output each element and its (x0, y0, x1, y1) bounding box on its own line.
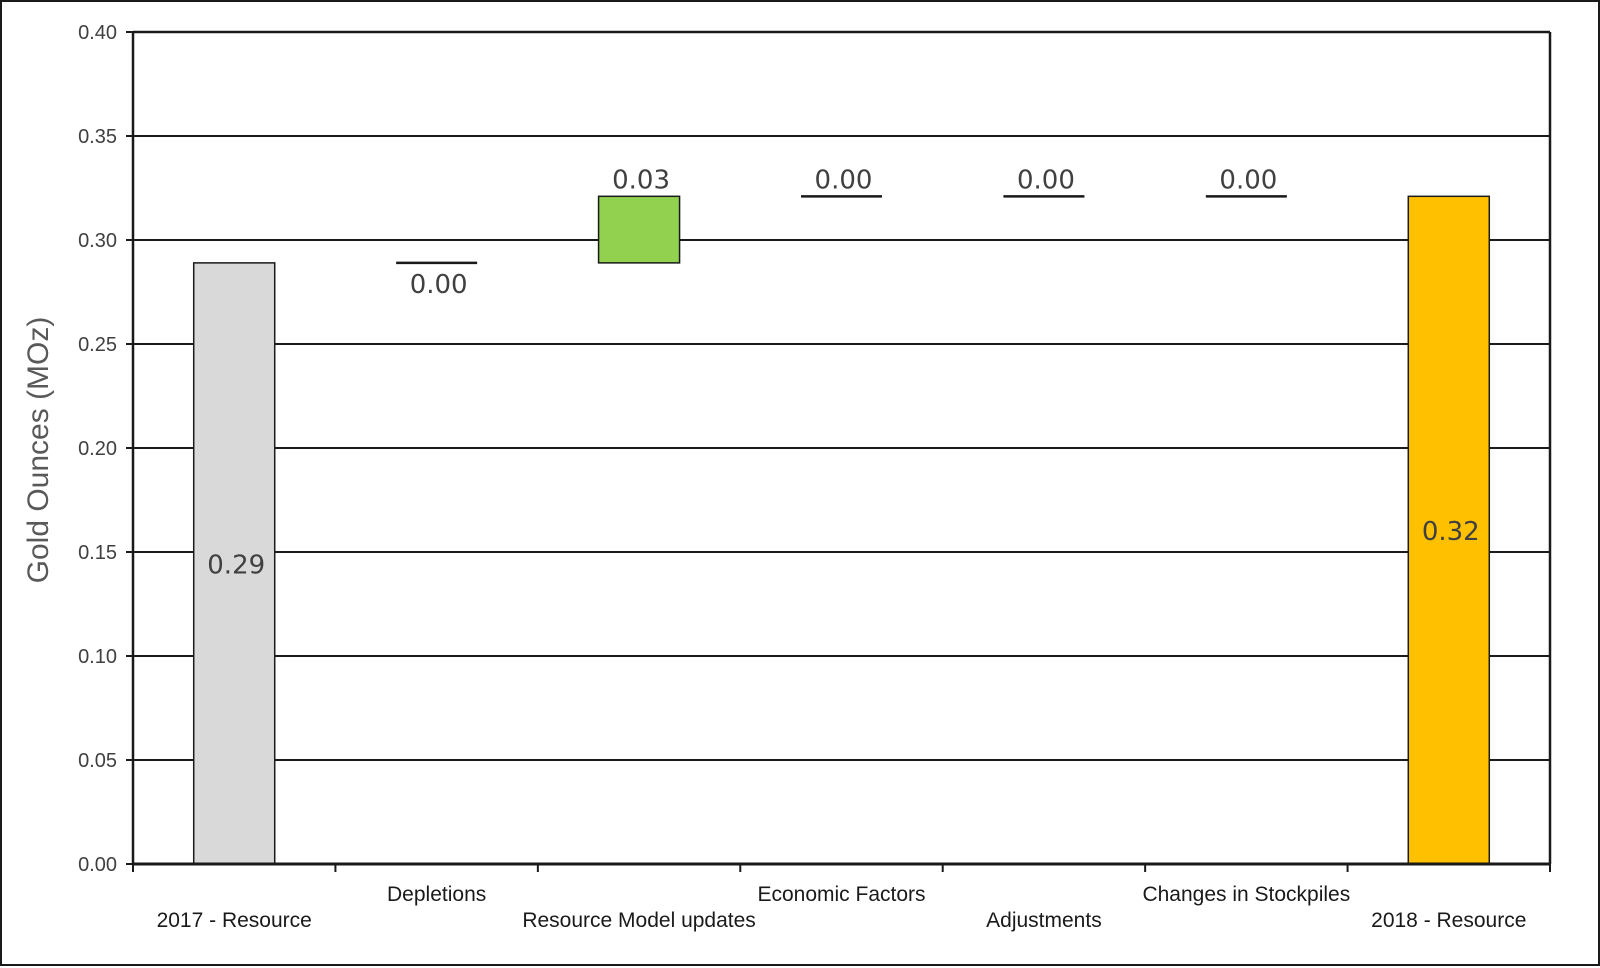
data-label-2: 0.00 (410, 270, 468, 300)
bar-3 (597, 195, 681, 264)
data-label-1: 0.29 (207, 550, 265, 580)
data-label-7: 0.32 (1422, 517, 1480, 547)
y-tick-label: 0.35 (78, 126, 117, 148)
axes (126, 30, 1552, 872)
data-label-3: 0.03 (612, 165, 670, 195)
x-category-label: Resource Model updates (522, 909, 755, 932)
x-category-label: Economic Factors (757, 883, 925, 906)
x-category-label: 2017 - Resource (157, 909, 312, 932)
data-label-6: 0.00 (1219, 165, 1277, 195)
bar-1 (192, 262, 276, 865)
x-category-label: 2018 - Resource (1371, 909, 1526, 932)
y-tick-label: 0.20 (78, 438, 117, 460)
y-tick-label: 0.30 (78, 230, 117, 252)
y-tick-label: 0.05 (78, 750, 117, 772)
labels: 0.00 0.05 0.10 0.15 0.20 0.25 0.30 0.35 0.40 0.29… (78, 22, 1526, 932)
y-tick-label: 0.00 (78, 854, 117, 876)
y-axis-title: Gold Ounces (MOz) (22, 317, 55, 584)
y-tick-label: 0.25 (78, 334, 117, 356)
data-label-4: 0.00 (815, 165, 873, 195)
x-category-label: Adjustments (986, 909, 1102, 932)
bar-7 (1407, 195, 1491, 865)
y-tick-label: 0.15 (78, 542, 117, 564)
bars (192, 195, 1491, 865)
y-tick-label: 0.40 (78, 22, 117, 44)
y-tick-label: 0.10 (78, 646, 117, 668)
x-category-label: Changes in Stockpiles (1142, 883, 1350, 906)
x-category-label: Depletions (387, 883, 486, 906)
gridlines (133, 31, 1550, 761)
data-label-5: 0.00 (1017, 165, 1075, 195)
